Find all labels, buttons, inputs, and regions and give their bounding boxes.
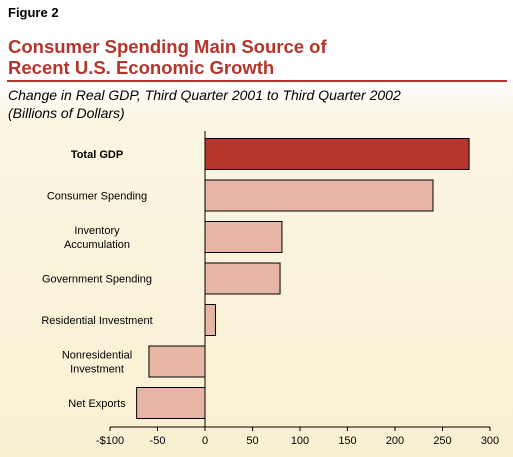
chart-subtitle-line-2: (Billions of Dollars)	[8, 105, 125, 121]
x-tick-label-1: -50	[150, 435, 166, 447]
x-tick-label-2: 0	[202, 435, 208, 447]
title-rule	[7, 80, 507, 82]
category-label-2-1: Accumulation	[64, 239, 130, 251]
category-label-6: Net Exports	[68, 398, 126, 410]
category-label-4: Residential Investment	[41, 315, 152, 327]
category-label-1: Consumer Spending	[47, 191, 147, 203]
x-tick-label-6: 200	[386, 435, 404, 447]
bar-4	[204, 304, 216, 336]
chart-title: Consumer Spending Main Source of Recent …	[8, 36, 388, 78]
category-label-0: Total GDP	[71, 149, 123, 161]
x-tick-label-3: 50	[246, 435, 258, 447]
x-tick-label-7: 250	[433, 435, 451, 447]
bar-2	[204, 221, 283, 253]
x-tick-label-8: 300	[481, 435, 499, 447]
x-tick-label-4: 100	[291, 435, 309, 447]
chart-subtitle: Change in Real GDP, Third Quarter 2001 t…	[8, 86, 488, 122]
chart-subtitle-line-1: Change in Real GDP, Third Quarter 2001 t…	[8, 87, 401, 103]
figure-label: Figure 2	[8, 5, 59, 20]
bar-1	[204, 179, 434, 212]
category-label-5-0: Nonresidential	[62, 350, 132, 362]
bar-0	[204, 138, 470, 170]
x-tick-label-0: -$100	[96, 435, 124, 447]
category-label-5-1: Investment	[70, 364, 124, 376]
bar-5	[148, 345, 206, 378]
bar-6	[136, 387, 206, 419]
category-label-3: Government Spending	[42, 274, 152, 286]
category-label-2-0: Inventory	[74, 225, 120, 237]
chart-title-line-2: Recent U.S. Economic Growth	[8, 57, 275, 78]
bar-3	[204, 262, 281, 295]
chart-title-line-1: Consumer Spending Main Source of	[8, 36, 327, 57]
x-tick-label-5: 150	[338, 435, 356, 447]
